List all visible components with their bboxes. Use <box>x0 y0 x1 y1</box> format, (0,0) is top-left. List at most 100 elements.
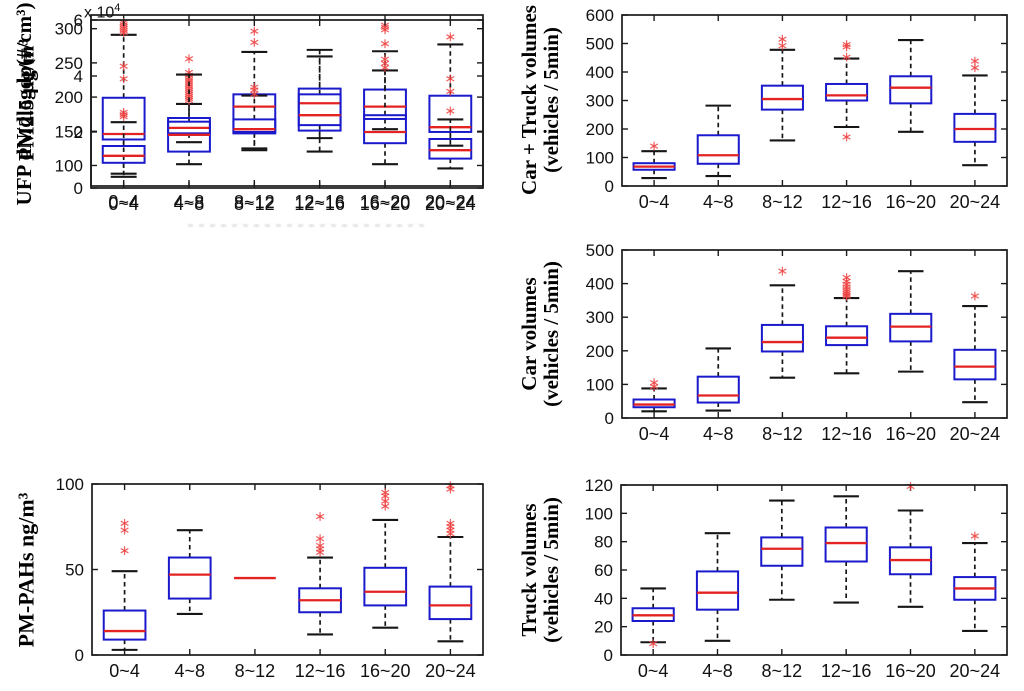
x-tick-label: 16~20 <box>885 192 936 212</box>
iqr-box <box>428 585 473 621</box>
x-tick-label: 20~24 <box>950 424 1001 444</box>
car-volumes-plot-area: 0 100 200 300 400 500 0~4 4~8 8~12 12~16 16~20 20~2… <box>586 241 1008 444</box>
outlier-asterisk-marker <box>119 63 128 69</box>
x-tick-label: 20~24 <box>425 194 476 214</box>
iqr-box <box>953 348 997 381</box>
panel-pm-pahs: PM-PAHs ng/m³ 0 50 100 0~4 4~8 8~12 12~16 16~20… <box>0 460 512 691</box>
y-tick-label: 300 <box>586 92 614 111</box>
outlier-asterisk-marker <box>119 109 128 116</box>
y-tick-label: 120 <box>585 476 613 495</box>
outlier-asterisk-marker <box>649 379 659 386</box>
outlier-asterisk-marker <box>446 76 455 82</box>
iqr-box <box>297 87 342 132</box>
ufp-scale-label: x 104 <box>84 2 120 22</box>
outlier-asterisk-marker <box>119 76 128 82</box>
x-tick-label: 20~24 <box>950 192 1001 212</box>
axes-frame <box>621 14 1008 187</box>
outlier-asterisk-marker <box>842 41 851 48</box>
outlier-asterisk-marker <box>315 542 325 549</box>
iqr-box <box>825 325 869 347</box>
iqr-box <box>363 566 408 607</box>
outlier-asterisk-marker <box>380 40 390 47</box>
x-tick-label: 12~16 <box>294 192 345 212</box>
pm-pahs-plot-area: 0 50 100 0~4 4~8 8~12 12~16 16~20 20~24 <box>56 475 484 681</box>
iqr-box <box>232 118 277 135</box>
iqr-box <box>167 556 212 600</box>
outlier-asterisk-marker <box>649 143 659 149</box>
iqr-box <box>428 138 473 160</box>
iqr-box <box>695 570 740 611</box>
x-tick-label: 20~24 <box>425 192 476 212</box>
outlier-asterisk-marker <box>778 268 787 274</box>
x-tick-label: 12~16 <box>294 194 345 214</box>
outlier-asterisk-marker <box>842 134 851 140</box>
y-tick-label: 300 <box>55 20 83 39</box>
x-tick-label: 0~4 <box>108 192 139 212</box>
iqr-box <box>632 162 676 171</box>
axes-frame <box>620 484 1008 656</box>
y-tick-label: 60 <box>594 561 613 580</box>
ufp-plot-area: 0 2 4 6 0~4 4~8 8~12 12~16 16~20 20~24 <box>74 11 484 214</box>
axes-frame <box>91 483 484 656</box>
x-tick-label: 12~16 <box>295 661 346 681</box>
scale-label-base: x 10 <box>84 4 115 22</box>
outlier-asterisk-marker <box>250 39 259 46</box>
x-tick-label: 20~24 <box>950 661 1001 681</box>
outlier-asterisk-marker <box>446 520 455 527</box>
outlier-asterisk-marker <box>315 513 325 520</box>
y-tick-label: 40 <box>594 589 613 608</box>
x-tick-label: 16~20 <box>360 194 411 214</box>
x-tick-label: 8~12 <box>234 192 275 212</box>
iqr-box <box>760 84 804 111</box>
y-tick-label: 6 <box>74 11 83 30</box>
y-tick-label: 100 <box>586 149 614 168</box>
outlier-asterisk-marker <box>446 88 455 95</box>
x-tick-label: 4~8 <box>703 192 734 212</box>
y-tick-label: 2 <box>74 123 83 142</box>
x-tick-label: 4~8 <box>703 424 734 444</box>
y-tick-label: 500 <box>586 35 614 54</box>
iqr-box <box>696 375 740 404</box>
y-tick-label: 0 <box>604 646 613 665</box>
outlier-asterisk-marker <box>380 27 390 33</box>
y-tick-label: 200 <box>55 88 83 107</box>
x-tick-label: 12~16 <box>821 192 872 212</box>
outlier-asterisk-marker <box>250 28 259 34</box>
y-tick-label: 0 <box>605 409 614 428</box>
y-tick-label: 100 <box>586 375 614 394</box>
outlier-asterisk-marker <box>381 498 390 504</box>
outlier-asterisk-marker <box>120 520 129 527</box>
x-tick-label: 8~12 <box>762 661 803 681</box>
x-tick-label: 12~16 <box>821 424 872 444</box>
y-tick-label: 80 <box>594 533 613 552</box>
outlier-asterisk-marker <box>184 56 194 62</box>
x-tick-label: 8~12 <box>762 424 803 444</box>
y-tick-label: 0 <box>74 179 83 198</box>
faint-text-artifact <box>188 224 424 227</box>
outlier-asterisk-marker <box>120 527 129 533</box>
outlier-asterisk-marker <box>120 547 129 554</box>
iqr-box <box>632 398 676 409</box>
y-tick-label: 400 <box>586 275 614 294</box>
iqr-box <box>696 134 740 165</box>
iqr-box <box>824 526 868 563</box>
y-tick-label: 100 <box>585 504 613 523</box>
axes-frame <box>90 19 484 189</box>
outlier-asterisk-marker <box>381 489 390 496</box>
iqr-box <box>363 114 407 145</box>
x-tick-label: 0~4 <box>108 194 139 214</box>
outlier-asterisk-marker <box>446 34 455 40</box>
y-tick-label: 400 <box>586 63 614 82</box>
y-tick-label: 150 <box>55 122 83 141</box>
y-tick-label: 100 <box>55 156 83 175</box>
panel-car-volumes: Car volumes (vehicles / 5min) 0 100 200 300… <box>512 230 1024 465</box>
iqr-box <box>760 323 804 353</box>
y-tick-label: 4 <box>74 67 83 86</box>
outlier-asterisk-marker <box>315 535 325 542</box>
y-tick-label: 0 <box>75 646 84 665</box>
outlier-asterisk-marker <box>381 503 390 509</box>
y-tick-label: 0 <box>605 177 614 196</box>
y-tick-label: 100 <box>56 475 84 494</box>
x-tick-label: 0~4 <box>638 661 669 681</box>
